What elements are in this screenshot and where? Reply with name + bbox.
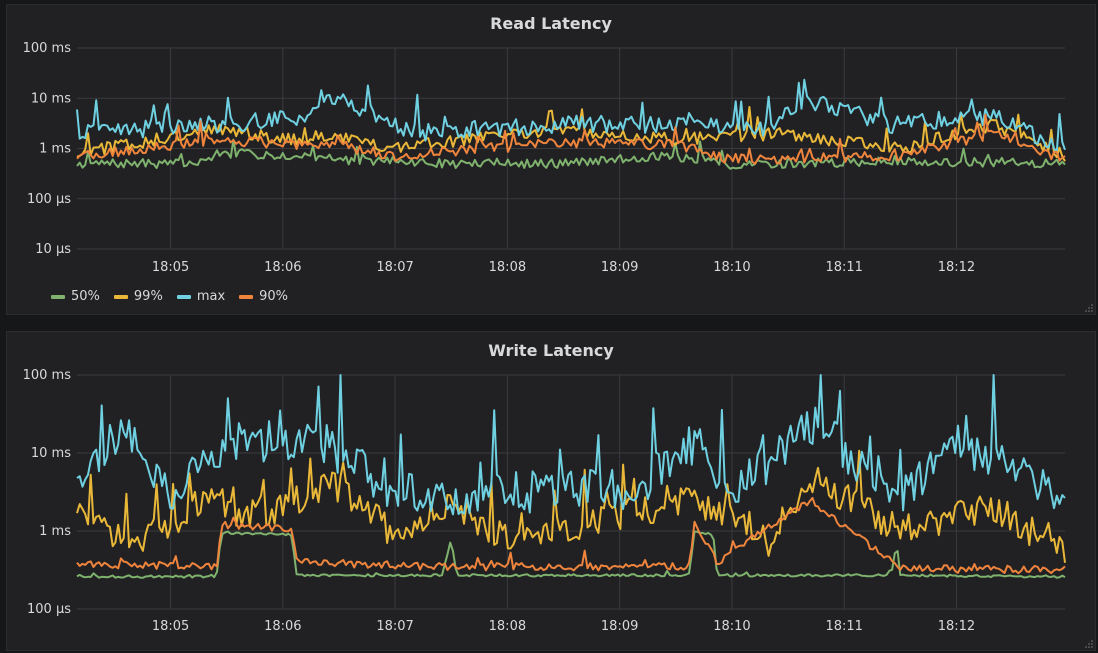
- series-line-90pct[interactable]: [76, 113, 1066, 165]
- y-tick-label: 10 ms: [31, 91, 71, 106]
- legend-label: max: [196, 289, 226, 304]
- panel-title[interactable]: Write Latency: [488, 341, 614, 360]
- x-tick-label: 18:05: [152, 260, 189, 275]
- legend-item-50[interactable]: 50%: [51, 289, 100, 304]
- y-tick-label: 100 ms: [23, 368, 72, 383]
- legend: 50% 99% max 90%: [51, 289, 288, 304]
- read-latency-chart[interactable]: 100 ms 10 ms 1 ms 100 µs 10 µs 18:05 18:06 18:0…: [7, 5, 1095, 314]
- x-tick-label: 18:10: [713, 619, 750, 634]
- x-tick-label: 18:12: [938, 619, 975, 634]
- y-tick-label: 100 ms: [23, 41, 72, 56]
- panel-title[interactable]: Read Latency: [490, 14, 612, 33]
- legend-item-max[interactable]: max: [176, 289, 226, 304]
- y-tick-label: 1 ms: [39, 142, 71, 157]
- x-tick-label: 18:11: [825, 260, 862, 275]
- y-tick-label: 100 µs: [27, 602, 71, 617]
- legend-swatch: [176, 294, 191, 299]
- x-tick-label: 18:07: [376, 260, 413, 275]
- x-tick-label: 18:06: [264, 619, 301, 634]
- legend-label: 99%: [133, 289, 163, 304]
- x-tick-label: 18:08: [489, 619, 526, 634]
- x-tick-label: 18:11: [825, 619, 862, 634]
- resize-handle-icon[interactable]: [1085, 640, 1093, 648]
- legend-swatch: [113, 294, 128, 299]
- legend-swatch: [239, 294, 254, 299]
- write-latency-panel: Write Latency 100 ms 10 ms 1 ms 100 µs 18:05…: [6, 331, 1096, 651]
- x-tick-label: 18:08: [489, 260, 526, 275]
- x-tick-label: 18:05: [152, 619, 189, 634]
- x-tick-label: 18:09: [601, 619, 638, 634]
- x-tick-label: 18:06: [264, 260, 301, 275]
- series-line-max[interactable]: [76, 78, 1066, 154]
- series-line-90pct[interactable]: [76, 496, 1066, 575]
- legend-label: 90%: [259, 289, 289, 304]
- y-tick-label: 100 µs: [27, 192, 71, 207]
- x-tick-label: 18:12: [938, 260, 975, 275]
- series-line-max[interactable]: [76, 374, 1066, 516]
- read-latency-panel: Read Latency 100 ms 10 ms 1 ms 100 µs 10 µs 1…: [6, 4, 1096, 315]
- legend-item-99[interactable]: 99%: [113, 289, 163, 304]
- y-tick-label: 10 µs: [35, 242, 71, 257]
- x-tick-label: 18:10: [713, 260, 750, 275]
- write-latency-chart[interactable]: 100 ms 10 ms 1 ms 100 µs 18:05 18:06 18:07 18:0…: [7, 332, 1095, 650]
- x-tick-label: 18:09: [601, 260, 638, 275]
- series-line-50pct[interactable]: [76, 530, 1066, 579]
- legend-label: 50%: [71, 289, 100, 304]
- series-line-99pct[interactable]: [76, 106, 1066, 162]
- legend-swatch: [51, 294, 65, 299]
- y-tick-label: 10 ms: [31, 446, 71, 461]
- legend-item-90[interactable]: 90%: [239, 289, 288, 304]
- series-line-99pct[interactable]: [76, 449, 1066, 563]
- y-tick-label: 1 ms: [39, 524, 71, 539]
- x-tick-label: 18:07: [376, 619, 413, 634]
- resize-handle-icon[interactable]: [1085, 304, 1093, 312]
